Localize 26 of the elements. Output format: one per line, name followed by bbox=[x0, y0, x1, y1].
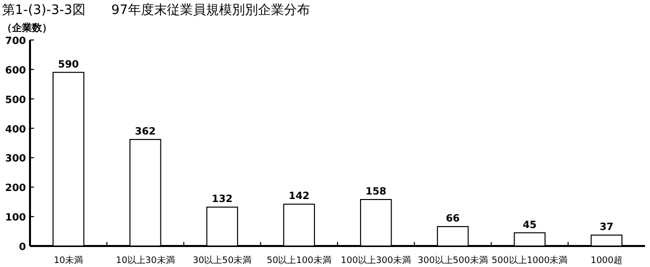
data-label: 132 bbox=[212, 194, 233, 206]
y-tick-label: 600 bbox=[5, 65, 26, 76]
data-label: 158 bbox=[366, 186, 386, 198]
x-tick-label: 30以上50未満 bbox=[192, 255, 252, 266]
x-tick-label: 500以上1000未満 bbox=[492, 255, 568, 266]
data-label: 142 bbox=[288, 191, 310, 202]
x-tick-label: 1000超 bbox=[590, 255, 623, 266]
data-label: 590 bbox=[58, 59, 79, 70]
x-tick-label: 300以上500未満 bbox=[418, 255, 488, 266]
y-tick-label: 400 bbox=[5, 124, 26, 136]
data-label: 66 bbox=[446, 214, 460, 225]
x-tick-label: 100以上300未満 bbox=[340, 255, 412, 266]
y-axis-title: （企業数） bbox=[2, 22, 52, 34]
y-tick-label: 500 bbox=[5, 94, 26, 106]
data-label: 37 bbox=[600, 222, 614, 234]
x-tick-label: 10未満 bbox=[54, 255, 84, 266]
y-tick-label: 200 bbox=[5, 183, 26, 194]
data-label: 45 bbox=[522, 220, 537, 231]
y-tick-label: 300 bbox=[5, 154, 26, 165]
x-tick-label: 10以上30未満 bbox=[116, 255, 175, 266]
y-tick-label: 700 bbox=[5, 36, 26, 47]
y-tick-label: 100 bbox=[5, 212, 26, 224]
x-tick-label: 50以上100未満 bbox=[266, 255, 332, 266]
y-tick-label: 0 bbox=[19, 242, 26, 253]
chart-title: 第1-(3)-3-3図 97年度末従業員規模別別企業分布 bbox=[2, 2, 310, 18]
data-label: 362 bbox=[134, 126, 156, 138]
